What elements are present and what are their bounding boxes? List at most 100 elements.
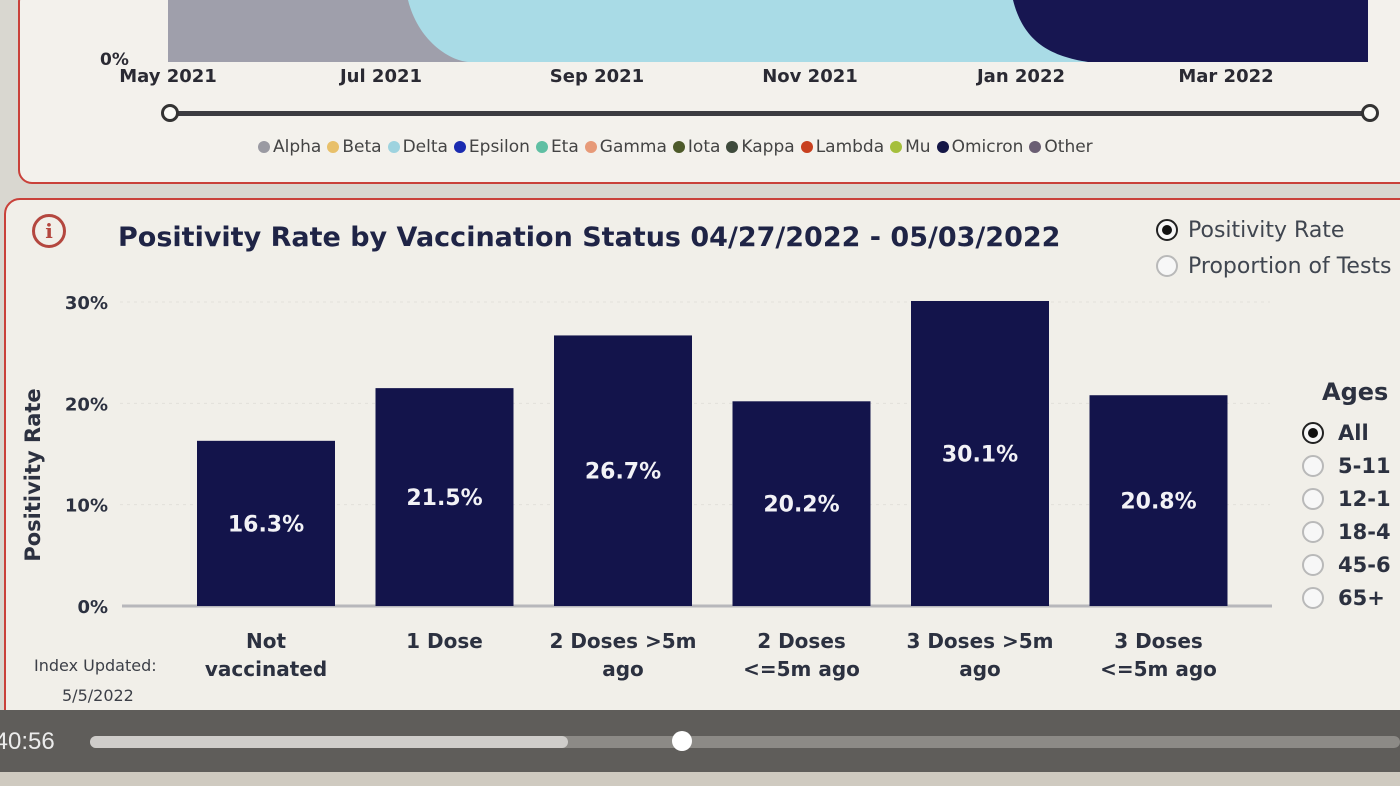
x-category-label: <=5m ago [1100, 657, 1217, 681]
bar-value-label: 30.1% [942, 442, 1018, 467]
date-range-start-handle[interactable] [161, 104, 179, 122]
radio-selected-icon[interactable] [1302, 421, 1324, 444]
legend-dot-icon [387, 141, 400, 153]
video-scrubber-handle[interactable] [672, 731, 693, 751]
month-label: Nov 2021 [762, 66, 858, 87]
legend-item-beta: Beta [327, 137, 382, 157]
age-option-18[interactable]: 18-4 [1302, 515, 1391, 548]
x-category-label: 3 Doses >5m [906, 629, 1053, 653]
age-option-label: 45-6 [1338, 552, 1391, 577]
ages-filter: All 5-11 12-1 18-4 45-6 65+ [1302, 416, 1391, 614]
bar-value-label: 20.8% [1120, 490, 1196, 515]
month-label: Jul 2021 [339, 66, 423, 87]
legend-item-delta: Delta [387, 137, 448, 157]
top-y-zero-label: 0% [100, 50, 129, 70]
video-timestamp: :40:56 [0, 728, 55, 755]
metric-toggle: Positivity Rate Proportion of Tests [1156, 212, 1392, 284]
bar-value-label: 21.5% [406, 486, 482, 511]
month-axis: May 2021 Jul 2021 Sep 2021 Nov 2021 Jan … [0, 66, 1400, 96]
legend-dot-icon [672, 141, 685, 153]
metric-option-proportion-of-tests[interactable]: Proportion of Tests [1156, 248, 1392, 284]
bar-value-label: 16.3% [228, 512, 304, 537]
bar-value-label: 26.7% [585, 460, 661, 485]
legend-item-gamma: Gamma [584, 137, 667, 157]
x-category-label: vaccinated [205, 657, 327, 681]
index-updated-date: 5/5/2022 [62, 686, 134, 705]
month-label: Sep 2021 [549, 66, 645, 87]
info-icon[interactable]: i [32, 214, 66, 248]
variant-legend: Alpha Beta Delta Epsilon Eta Gamma Iota Kappa La… [258, 137, 1093, 157]
variant-area-chart [168, 0, 1368, 62]
legend-dot-icon [890, 141, 903, 153]
y-axis-label: Positivity Rate [21, 388, 45, 561]
x-category-label: ago [959, 657, 1001, 681]
age-option-all[interactable]: All [1302, 416, 1391, 449]
date-range-slider-track[interactable] [170, 111, 1370, 116]
legend-label: Gamma [599, 137, 667, 157]
legend-item-iota: Iota [672, 137, 721, 157]
bar [732, 401, 871, 606]
ages-title: Ages [1322, 378, 1389, 406]
legend-label: Iota [687, 137, 721, 157]
positivity-bar-chart: 0% 10% 20% 30% Positivity Rate 16.3% Not vaccin… [21, 293, 1272, 681]
legend-label: Lambda [815, 137, 885, 157]
radio-unselected-icon[interactable] [1302, 487, 1324, 510]
bar [375, 388, 514, 606]
legend-item-other: Other [1029, 137, 1093, 157]
age-option-65-plus[interactable]: 65+ [1302, 581, 1391, 614]
radio-unselected-icon[interactable] [1302, 586, 1324, 609]
legend-dot-icon [535, 141, 548, 153]
bar [1089, 395, 1228, 606]
radio-unselected-icon[interactable] [1302, 553, 1324, 576]
legend-dot-icon [800, 141, 813, 153]
age-option-45[interactable]: 45-6 [1302, 548, 1391, 581]
legend-item-mu: Mu [890, 137, 931, 157]
legend-label: Omicron [951, 137, 1024, 157]
month-label: Jan 2022 [976, 66, 1066, 87]
age-option-5-11[interactable]: 5-11 [1302, 449, 1391, 482]
age-option-12[interactable]: 12-1 [1302, 482, 1391, 515]
legend-label: Kappa [741, 137, 795, 157]
legend-dot-icon [1029, 141, 1042, 153]
bar [197, 440, 335, 606]
legend-dot-icon [453, 141, 466, 153]
legend-label: Mu [905, 137, 931, 157]
metric-option-positivity-rate[interactable]: Positivity Rate [1156, 212, 1392, 248]
x-category-label: <=5m ago [743, 657, 860, 681]
radio-unselected-icon[interactable] [1302, 520, 1324, 543]
bottom-strip [0, 772, 1400, 786]
age-option-label: 65+ [1338, 585, 1385, 610]
chart-title: Positivity Rate by Vaccination Status 04… [118, 222, 1061, 253]
age-option-label: All [1338, 420, 1369, 445]
legend-item-alpha: Alpha [258, 137, 321, 157]
legend-label: Alpha [273, 137, 322, 157]
legend-label: Beta [342, 137, 382, 157]
radio-selected-icon[interactable] [1156, 219, 1178, 241]
legend-dot-icon [726, 141, 739, 153]
x-category-label: 3 Doses [1114, 629, 1203, 653]
metric-option-label: Proportion of Tests [1188, 253, 1392, 279]
radio-unselected-icon[interactable] [1302, 454, 1324, 477]
y-tick-label: 10% [65, 496, 108, 517]
date-range-end-handle[interactable] [1361, 104, 1379, 122]
age-option-label: 18-4 [1338, 519, 1391, 544]
x-category-label: 1 Dose [406, 629, 483, 653]
legend-label: Delta [402, 137, 448, 157]
age-option-label: 5-11 [1338, 453, 1391, 478]
legend-item-kappa: Kappa [726, 137, 795, 157]
legend-dot-icon [584, 141, 597, 153]
bar [911, 300, 1049, 606]
y-tick-label: 30% [65, 293, 108, 314]
y-tick-label: 20% [65, 394, 108, 415]
legend-dot-icon [936, 141, 949, 153]
age-option-label: 12-1 [1338, 486, 1391, 511]
legend-item-lambda: Lambda [800, 137, 885, 157]
x-category-label: Not [246, 629, 286, 653]
legend-label: Other [1044, 137, 1093, 157]
x-category-label: 2 Doses [757, 629, 846, 653]
month-label: May 2021 [119, 66, 217, 87]
legend-label: Epsilon [468, 137, 530, 157]
x-category-label: ago [602, 657, 644, 681]
bar [554, 335, 692, 606]
radio-unselected-icon[interactable] [1156, 255, 1178, 277]
